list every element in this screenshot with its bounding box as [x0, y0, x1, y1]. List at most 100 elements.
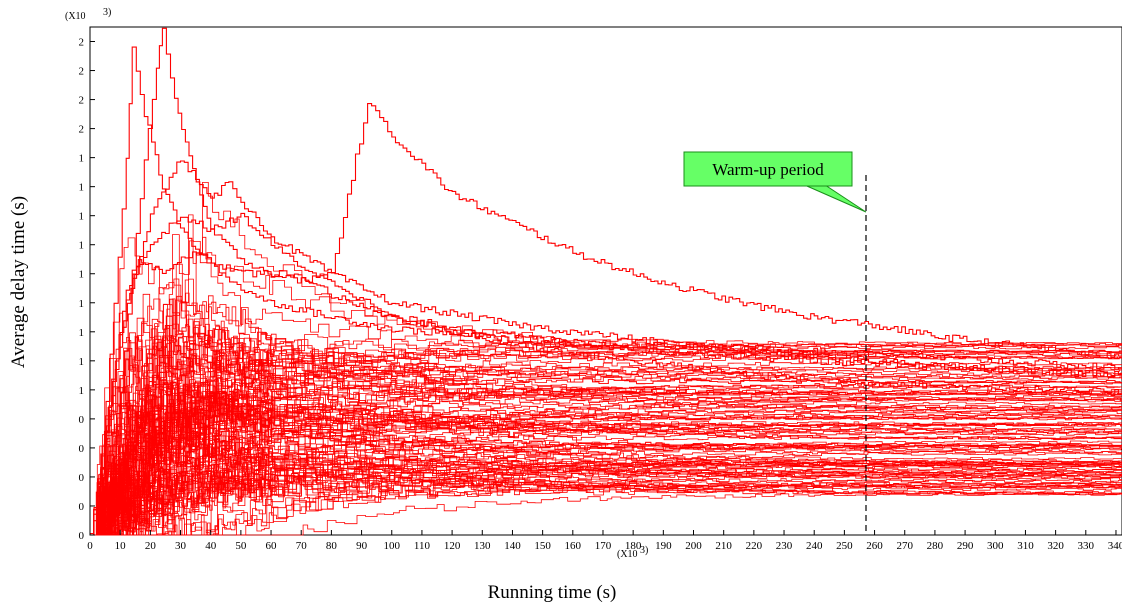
series-line: [90, 459, 1122, 536]
x-tick-label: 170: [595, 540, 612, 552]
series-line: [90, 416, 1122, 536]
series-line: [90, 251, 1122, 536]
series-line: [90, 482, 1122, 536]
x-tick-label: 250: [836, 540, 853, 552]
x-tick-label: 210: [715, 540, 732, 552]
x-tick-label: 300: [987, 540, 1004, 552]
x-tick-label: 270: [896, 540, 913, 552]
x-tick-label: 100: [384, 540, 401, 552]
series-line: [90, 27, 1122, 535]
series-line: [90, 444, 1122, 536]
x-tick-label: 0: [87, 540, 93, 552]
y-tick-label: 0: [79, 501, 85, 513]
x-tick-label: 20: [145, 540, 157, 552]
series-line: [90, 160, 1122, 536]
x-axis-ticks: 0 10 20 30 40 50 60 70 80 90 100 110 120 130 140 150 160…: [87, 530, 1122, 552]
y-tick-label: 0: [79, 472, 85, 484]
x-tick-label: 220: [746, 540, 763, 552]
x-tick-label: 140: [504, 540, 521, 552]
x-tick-label: 340: [1108, 540, 1122, 552]
x-tick-label: 240: [806, 540, 823, 552]
y-tick-label: 1: [79, 356, 85, 368]
x-tick-label: 40: [205, 540, 217, 552]
y-tick-label: 1: [79, 240, 85, 252]
x-tick-label: 280: [927, 540, 944, 552]
series-line: [90, 445, 1122, 536]
series-line: [90, 365, 1122, 536]
y-tick-label: 1: [79, 298, 85, 310]
y-axis-ticks: 0 0 0 0 0 1 1 1 1 1 1 1 1 1 2 2 2 2: [79, 37, 95, 542]
y-tick-label: 1: [79, 211, 85, 223]
series-line: [90, 331, 1122, 536]
y-tick-label: 1: [79, 327, 85, 339]
warmup-annotation: Warm-up period: [683, 151, 867, 535]
series-line: [90, 212, 1122, 536]
series-line: [90, 441, 1122, 536]
x-tick-label: 130: [474, 540, 491, 552]
x-tick-label: 80: [326, 540, 338, 552]
y-tick-label: 0: [79, 414, 85, 426]
x-tick-label: 320: [1047, 540, 1064, 552]
series-line: [90, 357, 1122, 536]
series-line: [90, 377, 1122, 536]
series-line: [90, 464, 1122, 536]
x-scale-exp: 3): [640, 545, 648, 556]
series-line: [90, 335, 1122, 536]
series-line: [90, 460, 1122, 536]
x-tick-label: 330: [1078, 540, 1095, 552]
y-tick-label: 1: [79, 269, 85, 281]
series-line: [90, 421, 1122, 536]
y-scale-exp: 3): [103, 7, 111, 18]
y-scale-note: (X10: [65, 11, 86, 22]
series-line: [90, 325, 1122, 536]
x-tick-label: 310: [1017, 540, 1034, 552]
y-tick-label: 2: [79, 66, 85, 78]
y-tick-label: 1: [79, 385, 85, 397]
y-tick-label: 2: [79, 95, 85, 107]
x-tick-label: 180: [625, 540, 642, 552]
x-tick-label: 50: [235, 540, 247, 552]
callout-box: [683, 151, 853, 187]
y-tick-label: 0: [79, 443, 85, 455]
series-line: [90, 422, 1122, 536]
y-tick-label: 2: [79, 124, 85, 136]
x-tick-label: 200: [685, 540, 702, 552]
x-tick-label: 70: [296, 540, 308, 552]
y-axis-title: Average delay time (s): [8, 196, 29, 368]
x-scale-note: (X10: [617, 549, 638, 560]
y-tick-label: 2: [79, 37, 85, 49]
series-line: [90, 369, 1122, 536]
series-line: [90, 361, 1122, 536]
series-line: [90, 402, 1122, 536]
series-line: [90, 483, 1122, 536]
x-tick-label: 150: [534, 540, 551, 552]
y-tick-label: 1: [79, 182, 85, 194]
x-tick-label: 30: [175, 540, 187, 552]
series-line: [90, 434, 1122, 536]
series-line: [90, 414, 1122, 536]
series-line: [90, 349, 1122, 536]
series-line: [90, 237, 1122, 536]
x-tick-label: 90: [356, 540, 368, 552]
series-line: [90, 392, 1122, 536]
x-tick-label: 160: [565, 540, 582, 552]
x-axis-title: Running time (s): [488, 582, 617, 603]
x-tick-label: 120: [444, 540, 461, 552]
series-line: [90, 384, 1122, 536]
y-tick-label: 1: [79, 153, 85, 165]
series-line: [90, 473, 1122, 536]
x-tick-label: 190: [655, 540, 672, 552]
warmup-label: Warm-up period: [712, 160, 824, 179]
x-tick-label: 10: [115, 540, 127, 552]
series-line: [90, 370, 1122, 536]
series-line: [90, 370, 1122, 536]
x-tick-label: 110: [414, 540, 431, 552]
series-line: [90, 312, 1122, 536]
series-line: [90, 412, 1122, 536]
series-line: [90, 371, 1122, 536]
series-line: [90, 46, 1122, 536]
x-tick-label: 260: [866, 540, 883, 552]
series-line: [90, 295, 1122, 536]
x-tick-label: 60: [266, 540, 278, 552]
